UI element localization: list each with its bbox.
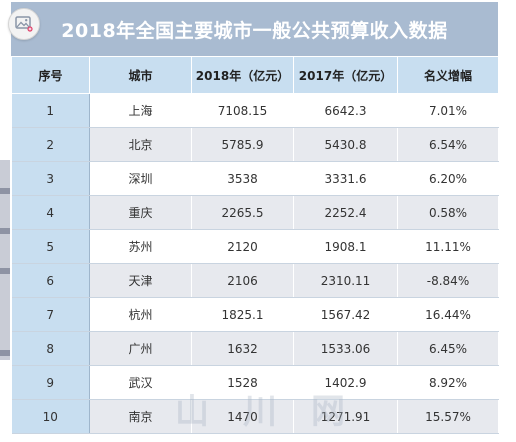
row-city: 武汉	[89, 365, 192, 400]
row-growth: 6.20%	[397, 161, 499, 196]
row-index: 3	[11, 161, 90, 196]
row-2017-value: 1533.06	[293, 331, 398, 366]
row-index: 9	[11, 365, 90, 400]
row-2017-value: 2252.4	[293, 195, 398, 230]
row-growth: 16.44%	[397, 297, 499, 332]
row-2018-value: 1528	[191, 365, 294, 400]
row-2017-value: 1567.42	[293, 297, 398, 332]
header-city: 城市	[89, 56, 192, 94]
table-row: 4 重庆 2265.5 2252.4 0.58%	[11, 195, 499, 230]
row-city: 广州	[89, 331, 192, 366]
table-row: 1 上海 7108.15 6642.3 7.01%	[11, 93, 499, 128]
row-2018-value: 1825.1	[191, 297, 294, 332]
row-growth: 15.57%	[397, 399, 499, 434]
header-2017: 2017年（亿元）	[293, 56, 398, 94]
left-strip-marker	[0, 188, 10, 194]
table-header-row: 序号 城市 2018年（亿元） 2017年（亿元） 名义增幅	[11, 56, 499, 94]
left-edge-strip	[0, 160, 10, 360]
row-2018-value: 2265.5	[191, 195, 294, 230]
row-city: 上海	[89, 93, 192, 128]
row-growth: 11.11%	[397, 229, 499, 264]
row-2018-value: 2106	[191, 263, 294, 298]
row-growth: 8.92%	[397, 365, 499, 400]
row-2018-value: 1632	[191, 331, 294, 366]
row-city: 北京	[89, 127, 192, 162]
row-2017-value: 6642.3	[293, 93, 398, 128]
add-image-button[interactable]	[8, 8, 40, 40]
header-index: 序号	[11, 56, 90, 94]
row-index: 7	[11, 297, 90, 332]
row-2017-value: 1271.91	[293, 399, 398, 434]
row-city: 杭州	[89, 297, 192, 332]
row-index: 5	[11, 229, 90, 264]
table-row: 2 北京 5785.9 5430.8 6.54%	[11, 127, 499, 162]
row-2018-value: 1470	[191, 399, 294, 434]
header-growth: 名义增幅	[397, 56, 499, 94]
row-2017-value: 2310.11	[293, 263, 398, 298]
row-index: 8	[11, 331, 90, 366]
table-row: 10 南京 1470 1271.91 15.57%	[11, 399, 499, 434]
table-row: 5 苏州 2120 1908.1 11.11%	[11, 229, 499, 264]
left-strip-marker	[0, 350, 10, 356]
row-2018-value: 2120	[191, 229, 294, 264]
table-row: 3 深圳 3538 3331.6 6.20%	[11, 161, 499, 196]
row-2017-value: 5430.8	[293, 127, 398, 162]
revenue-table-container: 2018年全国主要城市一般公共预算收入数据 序号 城市 2018年（亿元） 20…	[11, 2, 499, 442]
row-growth: 6.54%	[397, 127, 499, 162]
row-city: 苏州	[89, 229, 192, 264]
row-growth: 0.58%	[397, 195, 499, 230]
row-city: 重庆	[89, 195, 192, 230]
table-row: 9 武汉 1528 1402.9 8.92%	[11, 365, 499, 400]
row-2017-value: 3331.6	[293, 161, 398, 196]
row-growth: 6.45%	[397, 331, 499, 366]
row-2018-value: 5785.9	[191, 127, 294, 162]
left-strip-marker	[0, 268, 10, 274]
row-city: 天津	[89, 263, 192, 298]
row-2017-value: 1908.1	[293, 229, 398, 264]
add-image-icon	[15, 16, 33, 32]
table-row: 7 杭州 1825.1 1567.42 16.44%	[11, 297, 499, 332]
row-city: 深圳	[89, 161, 192, 196]
row-2018-value: 3538	[191, 161, 294, 196]
row-2018-value: 7108.15	[191, 93, 294, 128]
row-2017-value: 1402.9	[293, 365, 398, 400]
row-index: 6	[11, 263, 90, 298]
row-index: 10	[11, 399, 90, 434]
row-index: 4	[11, 195, 90, 230]
table-title: 2018年全国主要城市一般公共预算收入数据	[11, 2, 498, 56]
table-row: 8 广州 1632 1533.06 6.45%	[11, 331, 499, 366]
row-index: 1	[11, 93, 90, 128]
row-growth: 7.01%	[397, 93, 499, 128]
left-strip-marker	[0, 228, 10, 234]
header-2018: 2018年（亿元）	[191, 56, 294, 94]
revenue-table: 序号 城市 2018年（亿元） 2017年（亿元） 名义增幅 1 上海 7108.1…	[11, 56, 499, 434]
row-growth: -8.84%	[397, 263, 499, 298]
table-row: 6 天津 2106 2310.11 -8.84%	[11, 263, 499, 298]
row-city: 南京	[89, 399, 192, 434]
row-index: 2	[11, 127, 90, 162]
